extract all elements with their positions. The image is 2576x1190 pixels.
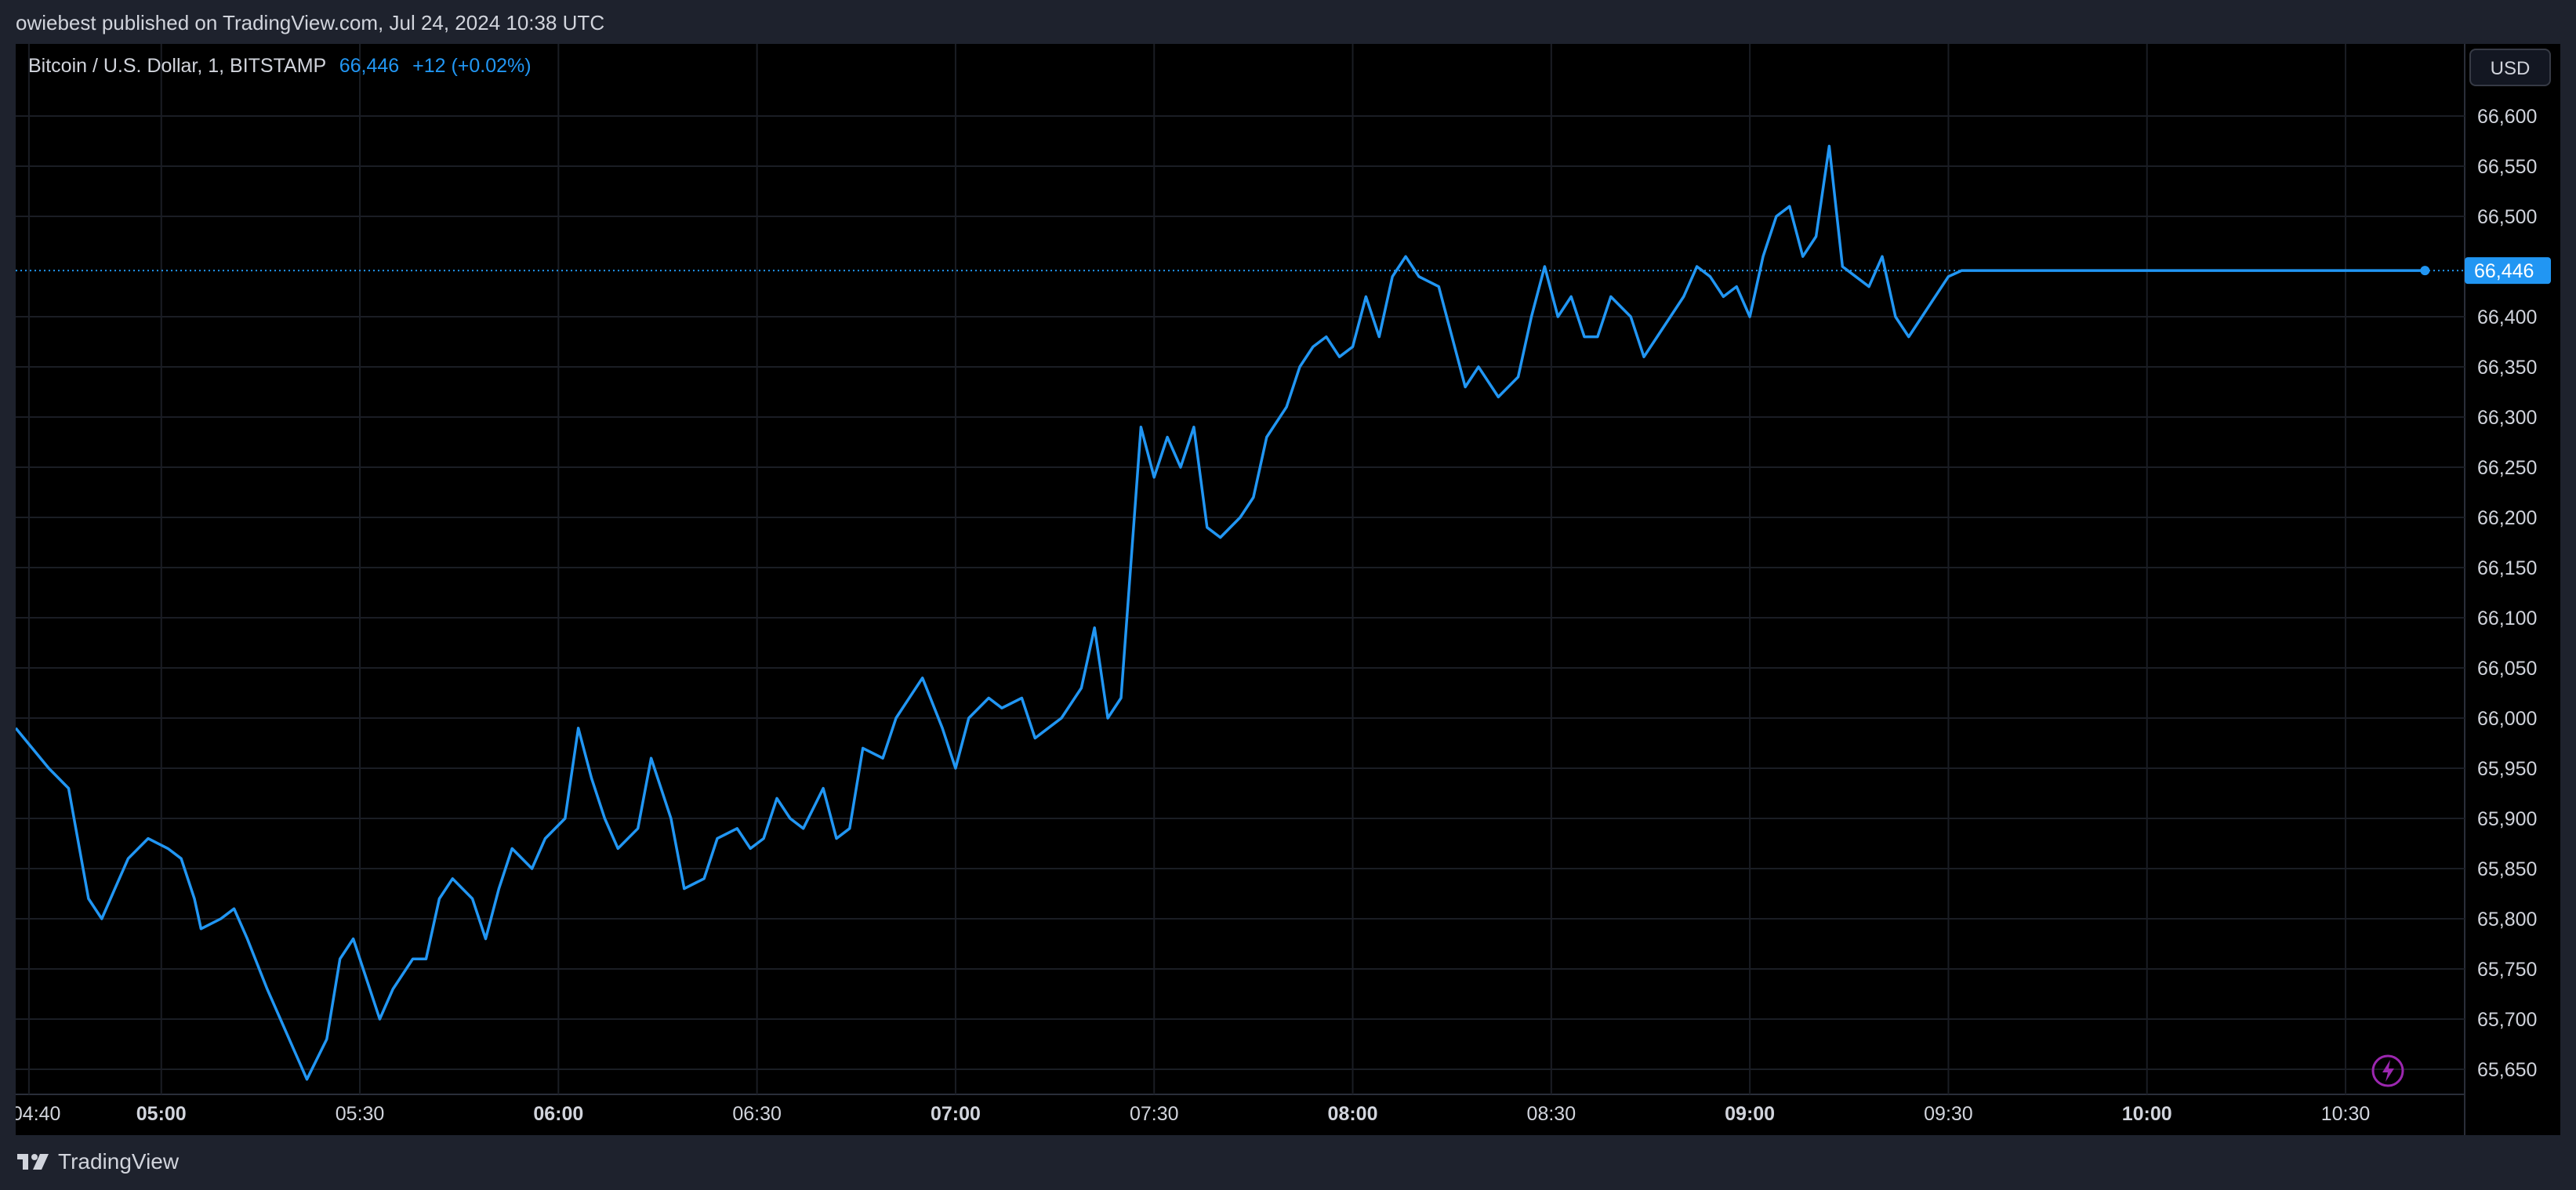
price-tick-label: 65,700 <box>2477 1009 2537 1031</box>
price-tick-label: 65,800 <box>2477 909 2537 931</box>
time-tick-label: 09:30 <box>1924 1103 1973 1125</box>
time-tick-label: 05:30 <box>336 1103 385 1125</box>
price-tick-label: 66,600 <box>2477 106 2537 128</box>
tradingview-brand[interactable]: TradingView <box>16 1149 179 1174</box>
time-tick-label: 07:00 <box>931 1103 981 1125</box>
price-tick-label: 65,950 <box>2477 758 2537 780</box>
time-tick-label: 06:00 <box>533 1103 583 1125</box>
price-series-line <box>16 144 2425 1081</box>
time-tick-label: 07:30 <box>1130 1103 1179 1125</box>
price-tick-label: 66,550 <box>2477 156 2537 178</box>
brand-name: TradingView <box>58 1149 180 1174</box>
publish-header: owiebest published on TradingView.com, J… <box>0 0 2576 44</box>
time-tick-label: 09:00 <box>1725 1103 1775 1125</box>
price-tick-label: 66,100 <box>2477 608 2537 629</box>
price-tick-label: 66,150 <box>2477 557 2537 579</box>
last-price-badge-label: 66,446 <box>2474 260 2534 282</box>
price-tick-label: 66,200 <box>2477 507 2537 529</box>
time-tick-label: 08:30 <box>1527 1103 1576 1125</box>
price-tick-label: 65,900 <box>2477 808 2537 830</box>
price-tick-label: 66,500 <box>2477 206 2537 228</box>
last-price-badge <box>2465 257 2551 285</box>
price-tick-label: 66,350 <box>2477 357 2537 379</box>
time-tick-label: 06:30 <box>732 1103 782 1125</box>
price-tick-label: 65,650 <box>2477 1059 2537 1081</box>
last-price-value: 66,446 <box>339 55 400 77</box>
price-tick-label: 65,750 <box>2477 959 2537 981</box>
last-price-dot <box>2420 266 2430 276</box>
price-tick-label: 66,050 <box>2477 658 2537 680</box>
publish-caption: owiebest published on TradingView.com, J… <box>16 11 605 34</box>
time-tick-label: 05:00 <box>136 1103 187 1125</box>
price-change: +12 (+0.02%) <box>412 55 532 77</box>
time-tick-label: 10:30 <box>2321 1103 2371 1125</box>
chart-pane[interactable]: 66,600 66,550 66,500 66,400 66,350 66,300 66,2… <box>16 44 2560 1135</box>
time-tick-label: 08:00 <box>1328 1103 1378 1125</box>
time-tick-label: 10:00 <box>2122 1103 2172 1125</box>
price-chart[interactable]: 66,600 66,550 66,500 66,400 66,350 66,300 66,2… <box>16 44 2560 1135</box>
price-tick-label: 66,000 <box>2477 708 2537 730</box>
lightning-alert-icon[interactable] <box>2371 1054 2404 1087</box>
price-tick-label: 66,400 <box>2477 307 2537 328</box>
symbol-legend[interactable]: Bitcoin / U.S. Dollar, 1, BITSTAMP 66,44… <box>28 55 532 78</box>
price-tick-label: 65,850 <box>2477 858 2537 880</box>
currency-button[interactable]: USD <box>2469 49 2551 86</box>
price-tick-label: 66,250 <box>2477 457 2537 479</box>
tradingview-logo-icon <box>17 1154 49 1170</box>
symbol-title: Bitcoin / U.S. Dollar, 1, BITSTAMP <box>28 55 326 77</box>
footer-bar: TradingView <box>0 1135 2576 1190</box>
time-tick-label: 04:40 <box>16 1103 60 1125</box>
price-tick-label: 66,300 <box>2477 407 2537 429</box>
